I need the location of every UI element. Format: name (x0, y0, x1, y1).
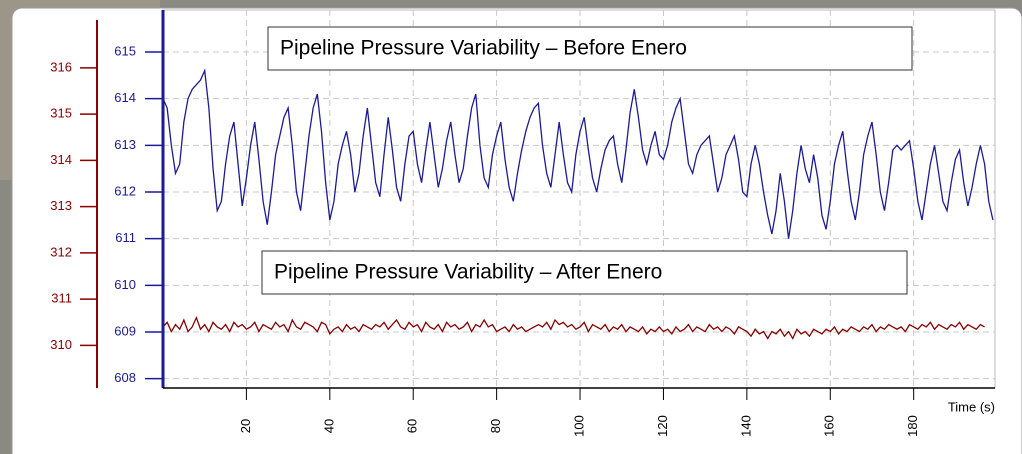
x-tick-label: 80 (488, 419, 503, 433)
y2-tick-label: 315 (50, 106, 72, 121)
x-tick-label: 140 (738, 415, 753, 437)
y-tick-label: 613 (114, 137, 136, 152)
annotation: Pipeline Pressure Variability – Before E… (280, 37, 687, 60)
x-axis-label: Time (s) (948, 399, 995, 414)
y-tick-label: 608 (114, 370, 136, 385)
y2-tick-label: 313 (50, 198, 72, 213)
x-tick-label: 160 (822, 415, 837, 437)
y-tick-label: 615 (114, 43, 136, 58)
x-tick-label: 20 (238, 419, 253, 433)
x-tick-label: 180 (905, 415, 920, 437)
y-tick-label: 611 (115, 230, 136, 245)
x-tick-label: 40 (321, 419, 336, 433)
y2-tick-label: 312 (50, 244, 72, 259)
y-tick-label: 610 (114, 277, 136, 292)
y2-tick-label: 310 (50, 337, 72, 352)
x-tick-label: 100 (571, 415, 586, 437)
y2-tick-label: 316 (50, 59, 72, 74)
y-tick-label: 609 (114, 323, 136, 338)
annotation: Pipeline Pressure Variability – After En… (274, 261, 662, 284)
y-tick-label: 612 (114, 183, 136, 198)
y2-tick-label: 314 (50, 152, 72, 167)
page: {"chart_data": {"type": "line", "annotat… (0, 0, 1022, 454)
x-tick-label: 60 (405, 419, 420, 433)
y2-tick-label: 311 (51, 291, 72, 306)
y-tick-label: 614 (114, 90, 136, 105)
x-tick-label: 120 (655, 415, 670, 437)
chart: 608 609 610 611 612 613 614 615 310 311 312 313 314 3… (0, 0, 1022, 454)
